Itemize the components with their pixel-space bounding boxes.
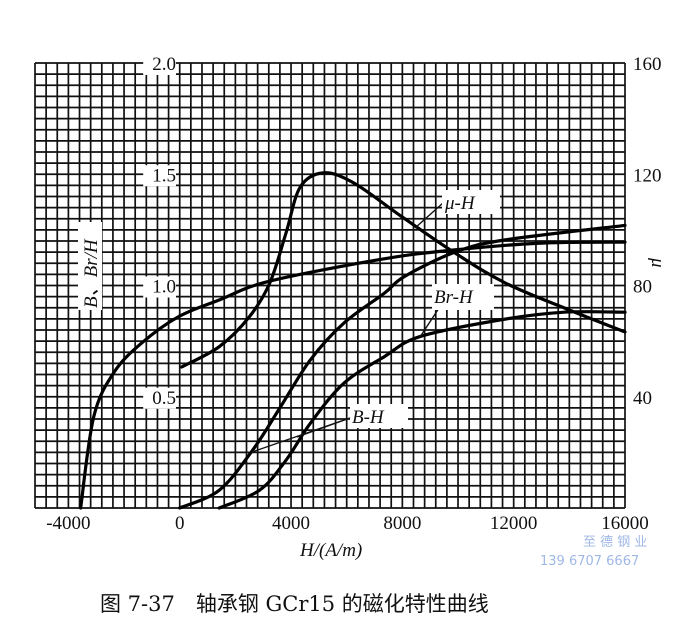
y-left-tick-label-bg <box>143 165 176 187</box>
b-h-label-bg <box>350 404 408 428</box>
br-h-label-bg <box>432 284 494 310</box>
x-tick-label: 0 <box>175 513 185 534</box>
x-tick-label: 16000 <box>601 513 649 534</box>
curve-bh <box>178 223 627 510</box>
y-right-tick-label-bg <box>631 276 655 298</box>
mu-h-leader <box>414 202 444 229</box>
x-tick-label-bg <box>599 513 651 534</box>
br-h-label: Br-H <box>434 287 474 308</box>
curves <box>79 171 627 510</box>
br-h-leader <box>419 304 442 338</box>
x-tick-label-bg <box>381 513 424 534</box>
x-tick-label: 4000 <box>272 513 310 534</box>
y-left-tick-label: 1.0 <box>152 277 176 298</box>
curve-demagnetization <box>79 240 627 510</box>
y-right-tick-label: 160 <box>633 54 662 75</box>
figure-caption: 图 7-37 轴承钢 GCr15 的磁化特性曲线 <box>100 592 489 616</box>
watermark-phone: 139 6707 6667 <box>540 554 639 569</box>
x-tick-label: 12000 <box>490 513 538 534</box>
y-left-tick-label-bg <box>143 387 176 409</box>
y-right-tick-label-bg <box>631 54 664 75</box>
x-tick-label: -4000 <box>46 513 90 534</box>
y-left-label-bg <box>78 222 102 310</box>
x-tick-label-bg <box>172 513 187 534</box>
y-right-tick-label: 120 <box>633 165 662 186</box>
y-right-axis-label: μ <box>647 257 668 268</box>
y-left-tick-label: 1.5 <box>152 165 176 186</box>
y-right-tick-label-bg <box>631 387 655 409</box>
mu-h-label: μ-H <box>444 193 476 214</box>
x-axis-label: H/(A/m) <box>299 540 362 561</box>
y-right-tick-label: 80 <box>633 277 652 298</box>
x-tick-label-bg <box>487 513 540 534</box>
watermark-name: 至 德 钢 业 <box>583 535 647 550</box>
x-tick-label-bg <box>42 513 95 534</box>
b-h-leader-2 <box>296 417 351 438</box>
tick-labels: -4000 0 4000 8000 12000 16000 0.5 1.0 1.5 2.0 40 80… <box>42 54 664 534</box>
grid <box>34 62 626 509</box>
x-tick-label-bg <box>269 513 313 534</box>
y-left-tick-label-bg <box>143 276 176 298</box>
y-left-tick-label: 2.0 <box>152 54 176 75</box>
mu-h-label-bg <box>442 190 500 214</box>
x-tick-label: 8000 <box>383 513 421 534</box>
y-left-axis-label: B、Br/H <box>81 238 102 308</box>
annotations: μ-H Br-H B-H <box>251 190 500 453</box>
y-right-tick-label: 40 <box>633 388 652 409</box>
y-left-tick-label-bg <box>143 54 176 75</box>
curve-h <box>180 171 627 369</box>
curve-brh <box>217 310 627 510</box>
y-right-tick-label-bg <box>631 165 664 187</box>
b-h-label: B-H <box>352 407 385 428</box>
y-left-tick-label: 0.5 <box>152 388 176 409</box>
